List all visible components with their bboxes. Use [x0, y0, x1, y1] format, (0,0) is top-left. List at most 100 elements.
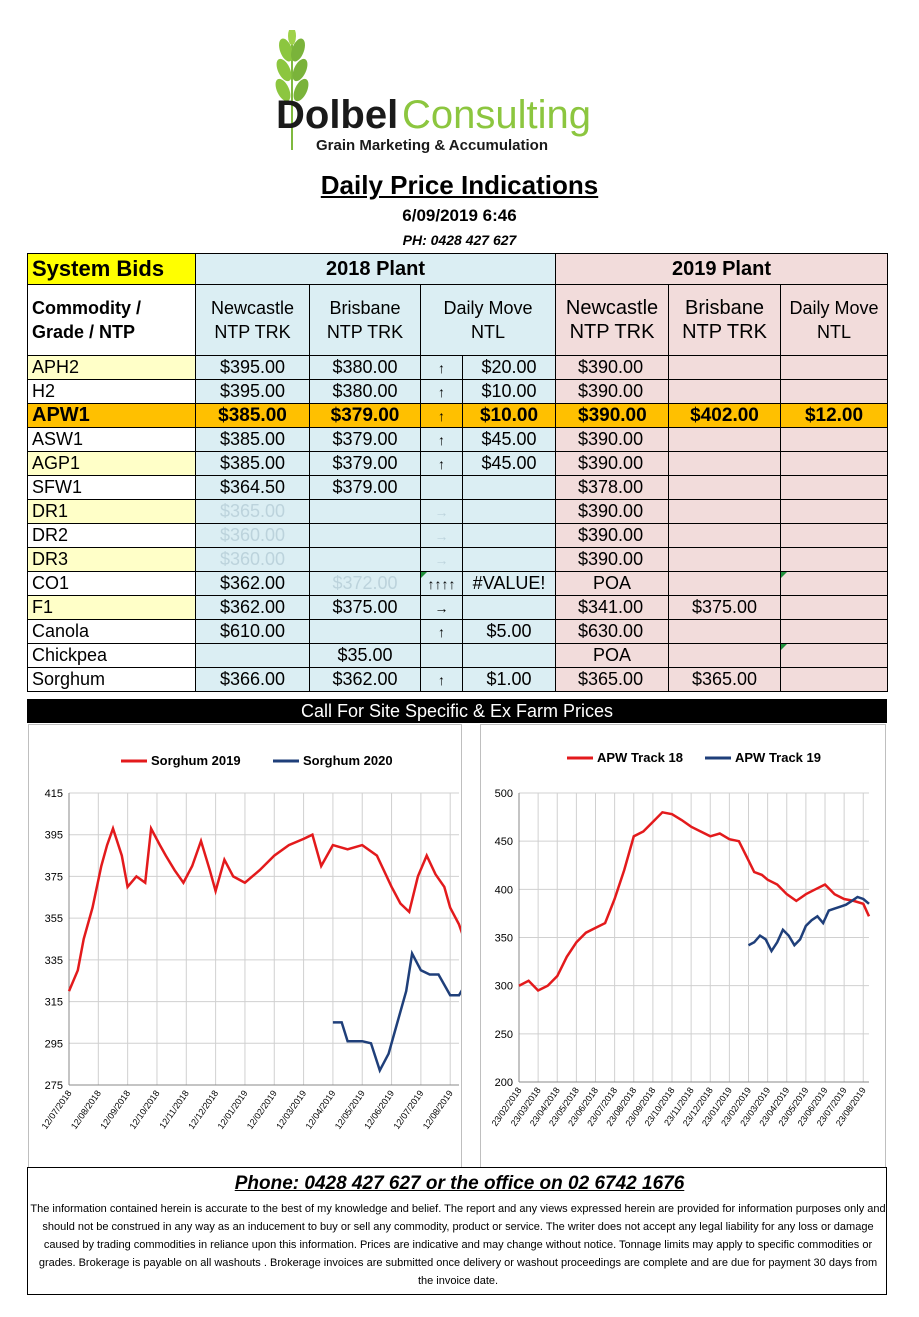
report-datetime: 6/09/2019 6:46 — [402, 206, 517, 225]
legend-label: APW Track 19 — [735, 750, 821, 765]
newcastle-2018-price: $365.00 — [195, 499, 310, 524]
brisbane-2019-price — [668, 547, 782, 572]
daily-move-2018: $1.00 — [461, 667, 557, 692]
commodity-name: CO1 — [27, 571, 196, 596]
daily-move-2018 — [461, 499, 557, 524]
move-arrow: ↑ — [420, 619, 463, 644]
newcastle-2019-price: $390.00 — [555, 427, 670, 452]
y-tick-label: 400 — [495, 884, 513, 896]
brand-logo: Dolbel Consulting Grain Marketing & Accu… — [275, 30, 591, 154]
newcastle-2019-price: $630.00 — [555, 619, 670, 644]
apw-track-chart: 500 450 400 350 300 250 200 23/02/2018 23/03/201… — [480, 724, 886, 1168]
newcastle-2019-price: $390.00 — [555, 379, 670, 404]
table-row: ASW1 $385.00 $379.00 ↑ $45.00 $390.00 — [27, 427, 889, 452]
table-row: Sorghum $366.00 $362.00 ↑ $1.00 $365.00 $365.0… — [27, 667, 889, 692]
newcastle-2019-price: $390.00 — [555, 451, 670, 476]
commodity-name: Chickpea — [27, 643, 196, 668]
brisbane-2019-price — [668, 475, 782, 500]
daily-move-2019 — [780, 595, 889, 620]
daily-move-2018: $45.00 — [461, 451, 557, 476]
commodity-name: H2 — [27, 379, 196, 404]
newcastle-2019-price: $390.00 — [555, 523, 670, 548]
move-arrow: ↑↑↑↑ — [420, 571, 463, 596]
col-daily-move-header: Daily Move NTL — [419, 284, 557, 356]
col-brisbane-header: Brisbane NTP TRK — [309, 284, 421, 356]
sorghum-chart: 415 395 375 355 335 315 295 275 12/07/2018 12/08/… — [28, 724, 519, 1168]
col-brisbane-2019-header: Brisbane NTP TRK — [668, 284, 782, 356]
y-tick-label: 415 — [45, 788, 63, 800]
brand-name-part1: Dolbel — [276, 93, 398, 137]
newcastle-2018-price: $362.00 — [195, 595, 310, 620]
brisbane-2019-price — [668, 523, 782, 548]
table-row: F1 $362.00 $375.00 → $341.00 $375.00 — [27, 595, 889, 620]
brisbane-2018-price: $362.00 — [309, 667, 421, 692]
x-tick-label: 12/08/2019 — [421, 1088, 455, 1131]
daily-move-2018: $5.00 — [461, 619, 557, 644]
price-table: System Bids 2018 Plant 2019 Plant Commod… — [27, 253, 889, 692]
header-phone: PH: 0428 427 627 — [402, 232, 517, 248]
daily-move-2019: $12.00 — [780, 403, 889, 428]
move-arrow: → — [420, 523, 463, 548]
daily-move-2018: #VALUE! — [461, 571, 557, 596]
newcastle-2018-price: $364.50 — [195, 475, 310, 500]
table-row: DR3 $360.00 → $390.00 — [27, 547, 889, 572]
daily-move-2019 — [780, 451, 889, 476]
newcastle-2018-price: $366.00 — [195, 667, 310, 692]
plant-2019-header: 2019 Plant — [555, 253, 889, 285]
call-bar: Call For Site Specific & Ex Farm Prices — [27, 699, 887, 723]
system-bids-label: System Bids — [27, 253, 196, 285]
commodity-name: Canola — [27, 619, 196, 644]
y-tick-label: 355 — [45, 913, 63, 925]
move-arrow: → — [420, 595, 463, 620]
brisbane-2018-price — [309, 499, 421, 524]
brisbane-2019-price: $402.00 — [668, 403, 782, 428]
newcastle-2018-price: $385.00 — [195, 403, 310, 428]
brisbane-2019-price: $365.00 — [668, 667, 782, 692]
disclaimer-text: The information contained herein is accu… — [30, 1203, 886, 1287]
daily-move-2018: $10.00 — [461, 403, 557, 428]
brisbane-2018-price: $375.00 — [309, 595, 421, 620]
brisbane-2019-price: $375.00 — [668, 595, 782, 620]
move-arrow: → — [420, 547, 463, 572]
move-arrow: ↑ — [420, 667, 463, 692]
series-line-0 — [67, 824, 519, 992]
brisbane-2019-price — [668, 379, 782, 404]
wheat-icon — [275, 30, 309, 150]
y-tick-label: 500 — [495, 788, 513, 800]
series-line-1 — [332, 894, 519, 1074]
move-arrow: ↑ — [420, 427, 463, 452]
newcastle-2019-price: $390.00 — [555, 547, 670, 572]
commodity-name: SFW1 — [27, 475, 196, 500]
brisbane-2019-price — [668, 355, 782, 380]
brisbane-2018-price — [309, 619, 421, 644]
legend-label: Sorghum 2020 — [303, 753, 393, 768]
daily-move-2019 — [780, 547, 889, 572]
commodity-name: DR1 — [27, 499, 196, 524]
y-tick-label: 335 — [45, 955, 63, 967]
commodity-name: APW1 — [27, 403, 196, 428]
newcastle-2019-price: $365.00 — [555, 667, 670, 692]
move-arrow: ↑ — [420, 403, 463, 428]
daily-move-2019 — [780, 643, 889, 668]
commodity-name: Sorghum — [27, 667, 196, 692]
newcastle-2018-price: $395.00 — [195, 355, 310, 380]
col-newcastle-header: Newcastle NTP TRK — [195, 284, 310, 356]
y-tick-label: 250 — [495, 1029, 513, 1041]
move-arrow: ↑ — [420, 379, 463, 404]
brisbane-2019-price — [668, 571, 782, 596]
newcastle-2019-price: POA — [555, 643, 670, 668]
newcastle-2018-price: $360.00 — [195, 523, 310, 548]
commodity-name: APH2 — [27, 355, 196, 380]
daily-move-2019 — [780, 379, 889, 404]
col-newcastle-2019-header: Newcastle NTP TRK — [555, 284, 670, 356]
daily-move-2018 — [461, 475, 557, 500]
daily-move-2018: $20.00 — [461, 355, 557, 380]
daily-move-2019 — [780, 667, 889, 692]
table-row: Chickpea $35.00 POA — [27, 643, 889, 668]
daily-move-2018: $45.00 — [461, 427, 557, 452]
table-row: CO1 $362.00 $372.00 ↑↑↑↑ #VALUE! POA — [27, 571, 889, 596]
daily-move-2019 — [780, 571, 889, 596]
newcastle-2018-price — [195, 643, 310, 668]
table-row: Canola $610.00 ↑ $5.00 $630.00 — [27, 619, 889, 644]
brisbane-2019-price — [668, 427, 782, 452]
